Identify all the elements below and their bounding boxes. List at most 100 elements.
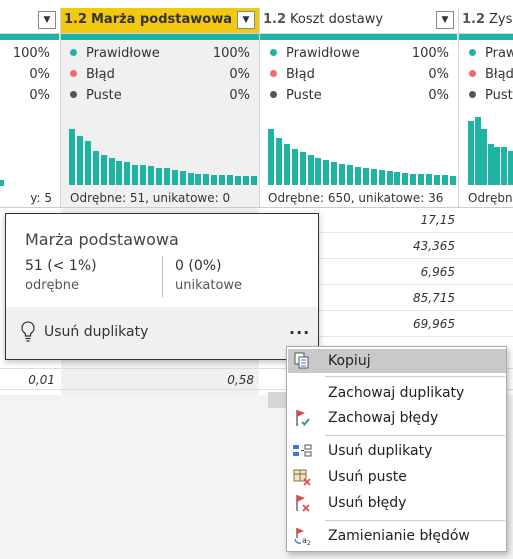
histogram-bar[interactable] <box>468 121 474 185</box>
menu-item-copy[interactable]: Kopiuj <box>288 349 506 373</box>
histogram-bar[interactable] <box>433 175 440 185</box>
histogram-bar[interactable] <box>211 175 218 185</box>
histogram-bar[interactable] <box>386 171 393 185</box>
histogram-bar[interactable] <box>219 175 226 185</box>
histogram-bar[interactable] <box>410 174 417 185</box>
cell-value[interactable]: 43,365 <box>413 239 455 253</box>
cell-value[interactable]: 6,965 <box>420 265 455 279</box>
histogram-bar[interactable] <box>402 173 409 185</box>
histogram-bar[interactable] <box>331 162 338 185</box>
histogram-bar[interactable] <box>76 136 83 185</box>
column-header-zysk[interactable]: 1.2 Zysk <box>459 8 513 34</box>
decimal-type-icon[interactable]: 1.2 <box>64 12 88 27</box>
histogram-bar[interactable] <box>394 172 401 185</box>
histogram-bar[interactable] <box>84 141 91 185</box>
histogram-bar[interactable] <box>234 176 241 185</box>
histogram-bar[interactable] <box>163 168 170 185</box>
histogram-bar[interactable] <box>501 147 507 185</box>
column-header-y[interactable]: y ▼ <box>0 8 60 34</box>
menu-item-keep-errors[interactable]: Zachowaj błędy <box>288 406 506 430</box>
histogram-bar[interactable] <box>140 165 147 185</box>
valid-label: Prawidłowe <box>270 46 360 61</box>
histogram-bar[interactable] <box>203 174 210 185</box>
histogram-bar[interactable] <box>441 175 448 185</box>
histogram-bar[interactable] <box>323 160 330 185</box>
error-label: Błąd <box>469 67 513 82</box>
filter-dropdown-icon[interactable]: ▼ <box>237 11 255 29</box>
distinct-value: 51 (< 1%) <box>25 258 97 274</box>
menu-item-remove-errors[interactable]: Usuń błędy <box>288 491 506 515</box>
histogram-bar[interactable] <box>449 176 456 185</box>
column-header-koszt[interactable]: 1.2 Koszt dostawy ▼ <box>260 8 458 34</box>
histogram-bar[interactable] <box>148 166 154 185</box>
cell-value[interactable]: 85,715 <box>413 291 455 305</box>
cell-value[interactable]: 0,58 <box>227 373 254 387</box>
histogram-bar[interactable] <box>227 175 233 185</box>
replace-errors-icon: a 2 <box>294 528 311 545</box>
histogram-bar[interactable] <box>299 152 306 185</box>
empty-percent: 0% <box>428 88 449 103</box>
histogram-bar[interactable] <box>283 144 290 185</box>
menu-item-label: Kopiuj <box>328 353 371 369</box>
histogram-bar[interactable] <box>418 174 425 185</box>
histogram-bar[interactable] <box>171 170 178 185</box>
cell-value[interactable]: 17,15 <box>420 213 455 227</box>
histogram-bar[interactable] <box>426 174 432 185</box>
histogram-bar[interactable] <box>275 138 282 185</box>
histogram-bar[interactable] <box>362 168 369 185</box>
more-options-button[interactable]: ... <box>289 319 311 338</box>
histogram-bar[interactable] <box>92 151 99 185</box>
value-distribution-histogram[interactable] <box>268 110 456 185</box>
value-distribution-histogram[interactable] <box>69 110 257 185</box>
remove-duplicates-icon <box>293 444 312 457</box>
cell-value[interactable]: 0,01 <box>28 373 55 387</box>
menu-item-remove-empty[interactable]: Usuń puste <box>288 465 506 489</box>
unique-value: 0 (0%) <box>175 258 222 274</box>
filter-dropdown-icon[interactable]: ▼ <box>436 11 454 29</box>
histogram-bar[interactable] <box>315 158 322 185</box>
histogram-bar[interactable] <box>370 169 377 185</box>
histogram-bar[interactable] <box>124 162 131 185</box>
histogram-bar[interactable] <box>69 129 75 185</box>
remove-empty-icon <box>293 469 311 486</box>
histogram-bar[interactable] <box>250 176 257 185</box>
histogram-bar[interactable] <box>268 129 274 185</box>
error-label: Błąd <box>70 67 115 82</box>
histogram-bar[interactable] <box>291 149 298 185</box>
histogram-bar[interactable] <box>108 158 115 185</box>
histogram-bar[interactable] <box>378 170 385 185</box>
menu-item-replace-errors[interactable]: a 2 Zamienianie błędów <box>288 524 506 548</box>
histogram-bar[interactable] <box>347 165 353 185</box>
histogram-bar[interactable] <box>307 155 314 185</box>
decimal-type-icon[interactable]: 1.2 <box>263 12 287 27</box>
histogram-bar[interactable] <box>132 165 139 185</box>
histogram-bar[interactable] <box>487 144 494 185</box>
filter-dropdown-icon[interactable]: ▼ <box>38 11 56 29</box>
histogram-bar[interactable] <box>187 173 194 185</box>
histogram-bar[interactable] <box>155 168 162 185</box>
value-distribution-histogram[interactable] <box>468 110 513 185</box>
histogram-bar[interactable] <box>507 151 513 185</box>
histogram-bar[interactable] <box>474 117 481 185</box>
histogram-bar[interactable] <box>494 147 501 185</box>
decimal-type-icon[interactable]: 1.2 <box>462 12 486 27</box>
menu-item-remove-duplicates[interactable]: Usuń duplikaty <box>288 439 506 463</box>
empty-dot-icon <box>469 91 476 98</box>
column-divider <box>259 8 260 208</box>
histogram-bar[interactable] <box>116 161 123 185</box>
column-header-marza[interactable]: 1.2 Marża podstawowa ▼ <box>61 8 259 34</box>
histogram-bar[interactable] <box>354 167 361 185</box>
valid-dot-icon <box>469 49 476 56</box>
histogram-bar[interactable] <box>242 176 249 185</box>
distinct-count: Odrębne: 51, unikatowe: 0 <box>70 191 231 205</box>
cell-value[interactable]: 69,965 <box>413 317 455 331</box>
menu-item-keep-duplicates[interactable]: Zachowaj duplikaty <box>288 381 506 405</box>
remove-duplicates-suggestion[interactable]: Usuń duplikaty <box>44 324 149 340</box>
histogram-bar[interactable] <box>339 164 346 185</box>
histogram-bar <box>0 180 4 186</box>
histogram-bar[interactable] <box>179 171 186 185</box>
histogram-bar[interactable] <box>100 155 107 185</box>
histogram-bar[interactable] <box>481 129 488 185</box>
histogram-bar[interactable] <box>195 174 202 185</box>
column-profile-card: Marża podstawowa 51 (< 1%) odrębne 0 (0%… <box>5 213 319 360</box>
